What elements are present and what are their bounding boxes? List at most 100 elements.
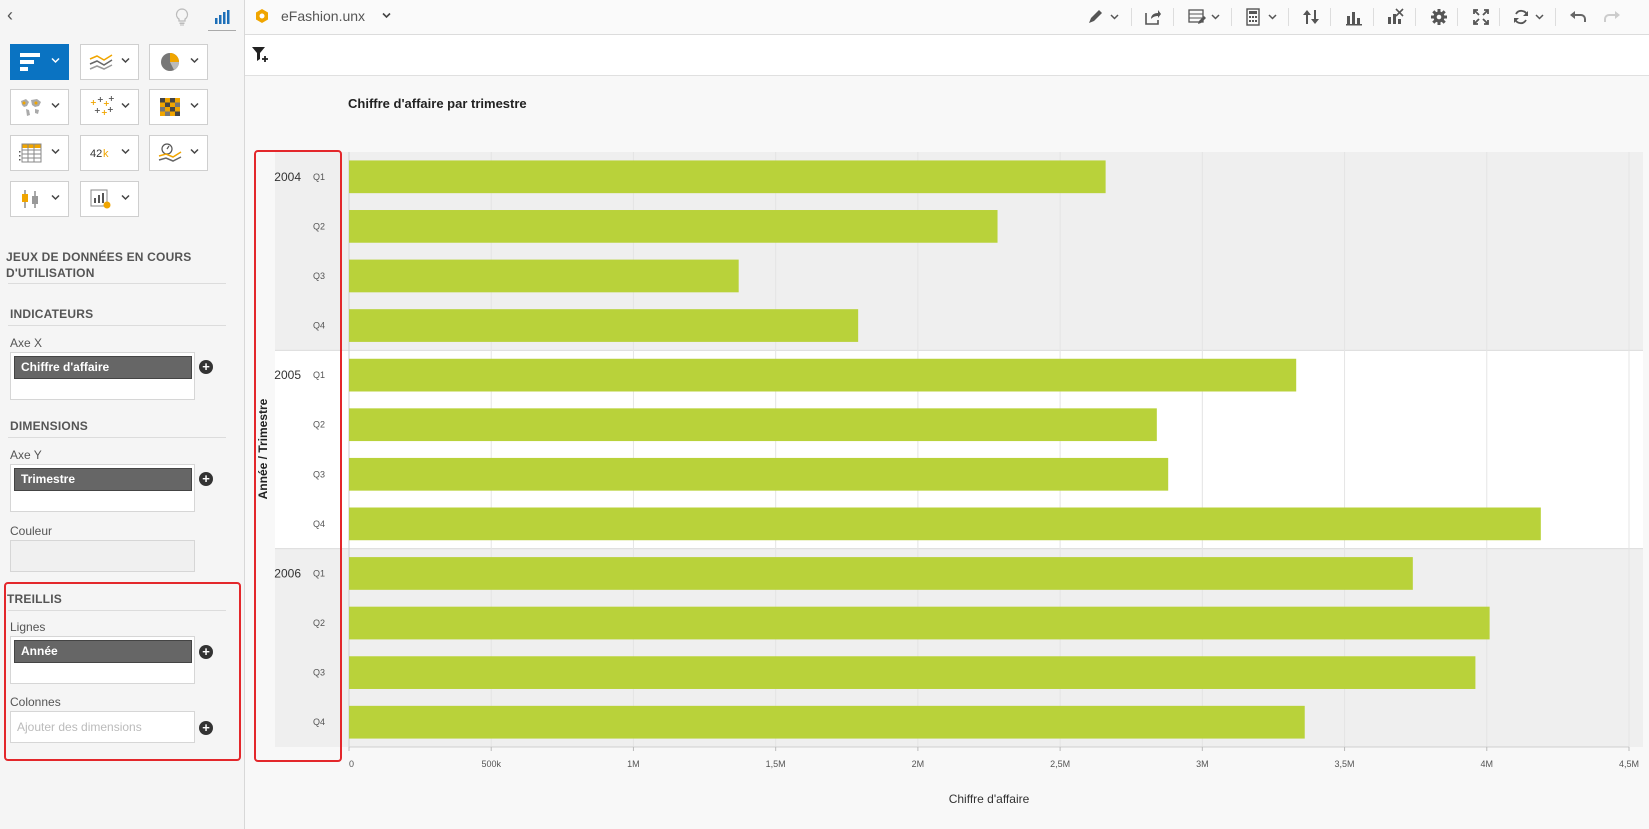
- share-button[interactable]: [1144, 6, 1162, 28]
- x-tick-label: 4,5M: [1619, 759, 1639, 769]
- svg-text:+: +: [101, 108, 108, 117]
- year-label: 2005: [274, 368, 301, 382]
- quarter-label: Q1: [313, 568, 325, 578]
- quarter-label: Q3: [313, 668, 325, 678]
- pie-chart-type-button[interactable]: [149, 44, 208, 80]
- axis-y-drop-zone[interactable]: Trimestre: [10, 464, 195, 512]
- quarter-label: Q1: [313, 172, 325, 182]
- bar-chart-type-button[interactable]: [10, 44, 69, 80]
- trend-chart-icon: [154, 140, 186, 166]
- add-column-dimension-button[interactable]: +: [199, 721, 213, 735]
- chart-builder-panel: ‹ + + + + + + +: [0, 0, 245, 829]
- x-tick-label: 3,5M: [1335, 759, 1355, 769]
- svg-text:k: k: [103, 148, 109, 160]
- axis-x-drop-zone[interactable]: Chiffre d'affaire: [10, 352, 195, 400]
- fullscreen-button[interactable]: [1472, 6, 1490, 28]
- expand-icon: [1473, 9, 1489, 25]
- pencil-icon: [1089, 10, 1119, 23]
- color-label: Couleur: [10, 524, 53, 538]
- box-plot-icon: [15, 186, 47, 212]
- add-row-dimension-button[interactable]: +: [199, 645, 213, 659]
- rows-drop-zone[interactable]: Année: [10, 636, 195, 684]
- toolbar-separator: [1288, 8, 1289, 26]
- trellis-title: TREILLIS: [7, 592, 62, 606]
- rows-dimension-pill[interactable]: Année: [14, 640, 192, 663]
- chart-remove-icon: [1388, 8, 1404, 24]
- toolbar-separator: [1173, 8, 1174, 26]
- toolbar-separator: [1373, 8, 1374, 26]
- x-axis-title: Chiffre d'affaire: [949, 792, 1030, 806]
- box-plot-type-button[interactable]: [10, 181, 69, 217]
- refresh-icon: [1514, 9, 1544, 25]
- table-type-button[interactable]: [10, 135, 69, 171]
- redo-button[interactable]: [1603, 6, 1621, 28]
- ranking-icon: [1346, 12, 1362, 26]
- bar: [349, 160, 1106, 194]
- numeric-point-icon: 42 k: [85, 140, 117, 166]
- bar-chart-icon: [15, 49, 47, 75]
- trend-chart-type-button[interactable]: [149, 135, 208, 171]
- quarter-label: Q4: [313, 321, 325, 331]
- document-title[interactable]: eFashion.unx: [281, 8, 366, 24]
- quarter-label: Q1: [313, 370, 325, 380]
- ranking-button[interactable]: [1345, 6, 1363, 28]
- heatmap-type-button[interactable]: [149, 89, 208, 125]
- divider: [8, 283, 226, 284]
- x-tick-label: 500k: [481, 759, 501, 769]
- color-drop-zone[interactable]: [10, 540, 195, 572]
- chevron-down-icon: [190, 148, 199, 155]
- svg-text:42: 42: [90, 148, 102, 160]
- data-edit-button[interactable]: [1188, 6, 1222, 28]
- scatter-chart-type-button[interactable]: + + + + + + +: [80, 89, 139, 125]
- axis-y-label: Axe Y: [10, 448, 42, 462]
- sort-button[interactable]: [1302, 6, 1320, 28]
- toolbar-separator: [1457, 8, 1458, 26]
- lightbulb-icon[interactable]: [172, 7, 192, 27]
- heatmap-icon: [154, 94, 186, 120]
- active-tab-indicator: [208, 30, 236, 31]
- refresh-button[interactable]: [1513, 6, 1547, 28]
- quarter-label: Q4: [313, 717, 325, 727]
- axis-highlight-box: [254, 150, 342, 762]
- x-tick-label: 3M: [1196, 759, 1209, 769]
- undo-button[interactable]: [1569, 6, 1587, 28]
- bar: [349, 557, 1413, 590]
- columns-placeholder: Ajouter des dimensions: [17, 720, 142, 734]
- gear-icon: [1431, 9, 1447, 25]
- axis-x-measure-pill[interactable]: Chiffre d'affaire: [14, 356, 192, 379]
- collapse-panel-icon[interactable]: ‹: [7, 4, 13, 25]
- add-dimension-button[interactable]: +: [199, 472, 213, 486]
- chart-canvas: Chiffre d'affaire par trimestre 2004 Q1 Q2…: [245, 76, 1649, 829]
- geo-map-type-button[interactable]: [10, 89, 69, 125]
- bar-chart: 2004 Q1 Q2 Q3 Q4 2005 Q1 Q2 Q3 Q4 2006 Q1 Q2 Q3 Q4 0 500…: [256, 152, 1643, 806]
- indicators-title: INDICATEURS: [10, 307, 94, 321]
- add-measure-button[interactable]: +: [199, 360, 213, 374]
- chevron-down-icon[interactable]: [381, 10, 392, 21]
- dimensions-title: DIMENSIONS: [10, 419, 89, 433]
- toolbar-separator: [1555, 8, 1556, 26]
- table-icon: [15, 140, 47, 166]
- edit-button[interactable]: [1087, 6, 1121, 28]
- chevron-down-icon: [51, 102, 60, 109]
- calculation-button[interactable]: [1245, 6, 1279, 28]
- line-chart-type-button[interactable]: [80, 44, 139, 80]
- axis-y-dimension-pill[interactable]: Trimestre: [14, 468, 192, 491]
- custom-chart-type-button[interactable]: [80, 181, 139, 217]
- svg-text:+: +: [97, 96, 104, 104]
- settings-button[interactable]: [1430, 6, 1448, 28]
- numeric-point-type-button[interactable]: 42 k: [80, 135, 139, 171]
- redo-icon: [1604, 11, 1620, 22]
- toolbar-separator: [1499, 8, 1500, 26]
- columns-drop-zone[interactable]: Ajouter des dimensions: [10, 711, 195, 743]
- datasets-in-use-title: JEUX DE DONNÉES EN COURS D'UTILISATION: [6, 250, 192, 280]
- svg-text:+: +: [94, 106, 101, 115]
- custom-chart-extension-icon: [85, 186, 117, 212]
- add-filter-icon[interactable]: [251, 46, 269, 69]
- svg-text:+: +: [107, 105, 114, 114]
- remove-data-button[interactable]: [1386, 6, 1404, 28]
- bar: [349, 358, 1297, 392]
- bar: [349, 606, 1490, 640]
- chart-builder-icon[interactable]: [212, 7, 232, 27]
- chevron-down-icon: [121, 148, 130, 155]
- quarter-label: Q2: [313, 618, 325, 628]
